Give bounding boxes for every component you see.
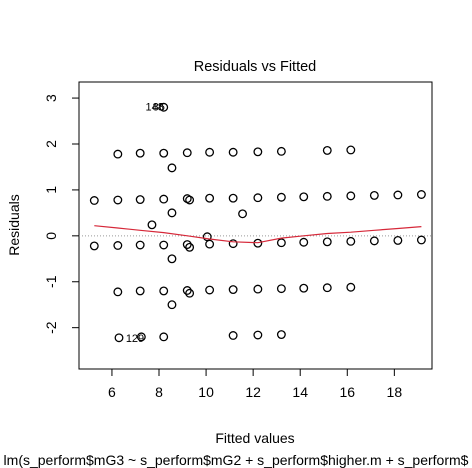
residual-point bbox=[185, 195, 195, 205]
residual-point bbox=[228, 285, 238, 295]
x-tick-label: 14 bbox=[292, 384, 308, 400]
residual-point bbox=[369, 190, 379, 200]
residual-point bbox=[416, 235, 426, 245]
residual-point bbox=[89, 196, 99, 205]
residual-point bbox=[167, 163, 177, 173]
x-tick-label: 12 bbox=[245, 384, 261, 400]
residual-point bbox=[253, 330, 263, 340]
residual-point bbox=[253, 238, 263, 248]
residual-point bbox=[276, 192, 286, 202]
residual-point bbox=[135, 240, 145, 250]
x-tick-label: 10 bbox=[198, 384, 214, 400]
residual-point bbox=[113, 149, 123, 159]
residual-point bbox=[159, 240, 169, 250]
y-tick-label: 3 bbox=[43, 94, 59, 102]
residual-point bbox=[299, 192, 309, 202]
residual-point bbox=[228, 147, 238, 157]
x-tick-label: 8 bbox=[155, 384, 163, 400]
residual-point bbox=[167, 208, 177, 218]
residual-point bbox=[135, 148, 145, 158]
residual-point bbox=[135, 286, 145, 296]
residual-point bbox=[89, 241, 99, 251]
residual-point bbox=[114, 333, 124, 343]
residual-point bbox=[159, 332, 169, 342]
y-axis-label: Residuals bbox=[6, 194, 22, 255]
model-formula: lm(s_perform$mG3 ~ s_perform$mG2 + s_per… bbox=[4, 452, 469, 468]
residual-point bbox=[346, 145, 356, 155]
residual-point bbox=[159, 148, 169, 158]
x-tick-label: 18 bbox=[387, 384, 403, 400]
outlier-label: 129 bbox=[126, 333, 144, 345]
y-tick-label: 1 bbox=[43, 186, 59, 194]
outlier-label: 148 bbox=[146, 101, 164, 113]
x-tick-label: 6 bbox=[108, 384, 116, 400]
y-tick-label: -2 bbox=[43, 321, 59, 334]
residual-point bbox=[393, 190, 403, 200]
residual-point bbox=[159, 286, 169, 296]
residual-point bbox=[322, 237, 332, 247]
residual-point bbox=[159, 102, 169, 112]
residual-point bbox=[228, 239, 238, 249]
residual-point bbox=[299, 283, 309, 293]
outlier-label: 85 bbox=[153, 101, 165, 113]
residual-point bbox=[182, 240, 192, 250]
residual-point bbox=[253, 193, 263, 203]
residual-point bbox=[113, 241, 123, 250]
residual-point bbox=[276, 238, 286, 248]
residual-point bbox=[136, 332, 146, 342]
residual-point bbox=[346, 236, 356, 246]
data-points bbox=[89, 102, 426, 343]
residual-point bbox=[147, 220, 157, 230]
residual-point bbox=[182, 286, 192, 295]
residual-point bbox=[299, 237, 309, 247]
residual-point bbox=[253, 147, 263, 157]
residual-point bbox=[135, 195, 145, 205]
residual-point bbox=[205, 147, 215, 157]
plot-frame bbox=[78, 81, 433, 370]
residual-point bbox=[276, 146, 286, 156]
residual-point bbox=[202, 232, 212, 242]
residual-point bbox=[159, 194, 169, 204]
residual-point bbox=[346, 282, 356, 292]
residual-point bbox=[205, 285, 215, 295]
x-axis-label: Fitted values bbox=[215, 430, 294, 446]
x-tick-label: 16 bbox=[339, 384, 355, 400]
y-tick-label: 0 bbox=[43, 232, 59, 240]
smoother-line bbox=[94, 225, 422, 244]
residual-point bbox=[322, 191, 332, 201]
residual-point bbox=[205, 239, 215, 249]
residual-point bbox=[167, 254, 177, 264]
residual-point bbox=[185, 242, 195, 252]
residual-point bbox=[322, 145, 332, 155]
chart-title: Residuals vs Fitted bbox=[194, 59, 317, 75]
lowess-smoother bbox=[94, 225, 422, 244]
residual-point bbox=[113, 195, 123, 205]
y-tick-label: 2 bbox=[43, 140, 59, 148]
residual-point bbox=[238, 209, 248, 219]
residual-point bbox=[113, 287, 123, 297]
residual-point bbox=[416, 190, 426, 199]
residual-point bbox=[167, 300, 177, 310]
y-tick-label: -1 bbox=[43, 275, 59, 288]
residual-point bbox=[253, 284, 263, 294]
residual-point bbox=[369, 236, 379, 246]
residual-point bbox=[276, 330, 286, 340]
residual-point bbox=[322, 283, 332, 293]
residual-point bbox=[182, 148, 192, 158]
residual-point bbox=[228, 193, 238, 203]
residual-point bbox=[228, 331, 238, 340]
residual-point bbox=[205, 193, 215, 203]
residual-point bbox=[185, 288, 195, 298]
residual-point bbox=[276, 284, 286, 294]
residual-point bbox=[346, 191, 356, 201]
residual-point bbox=[393, 235, 403, 245]
